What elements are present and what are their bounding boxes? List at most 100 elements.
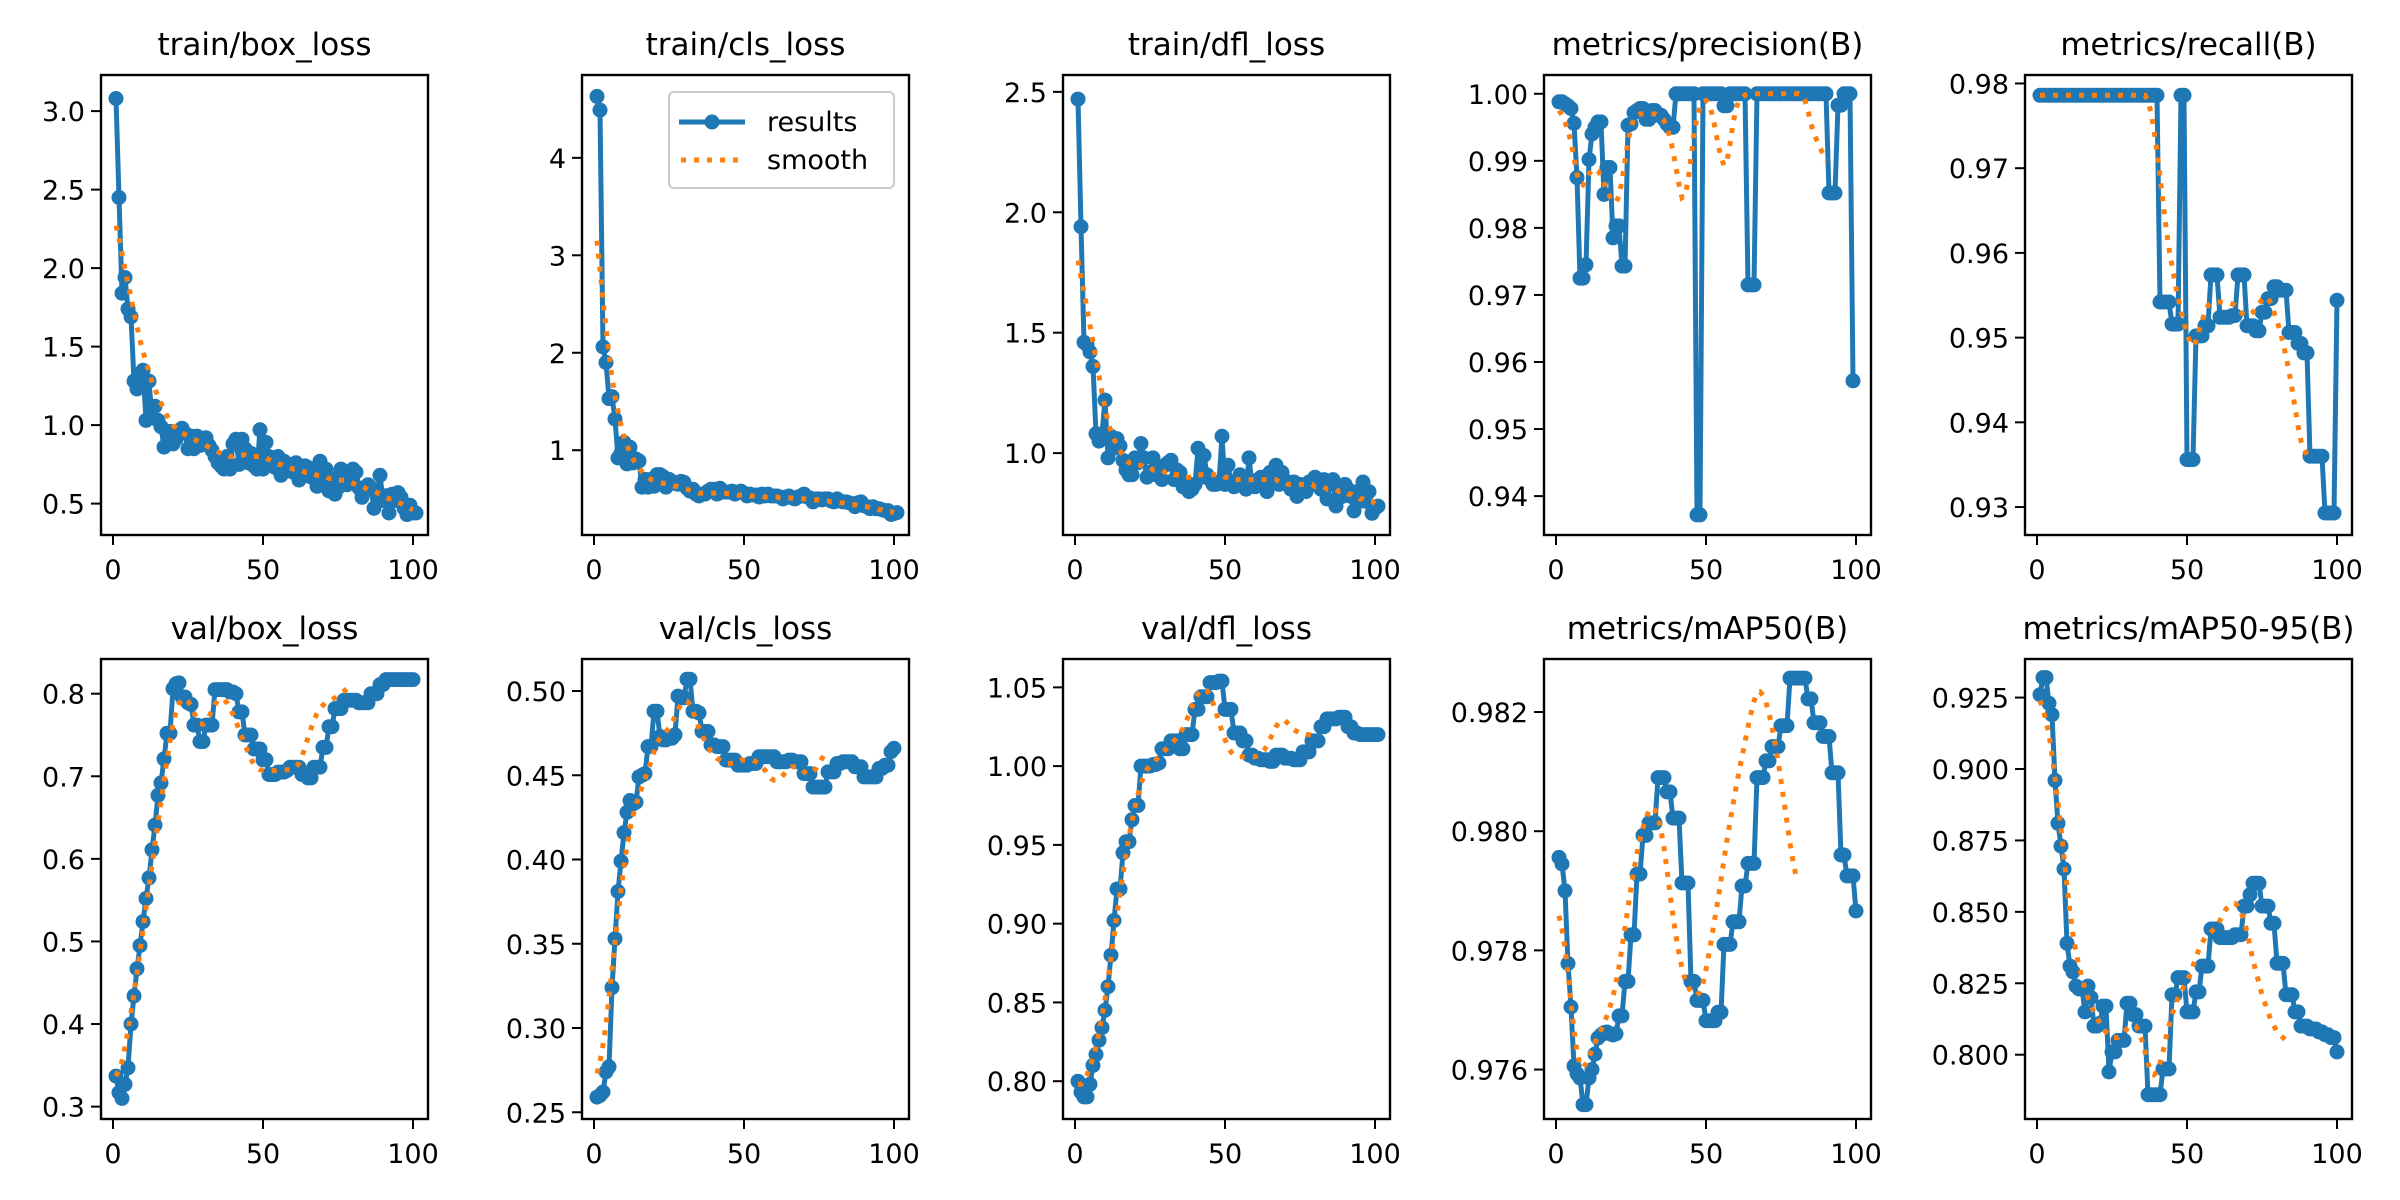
y-tick-label: 2 [549, 339, 566, 370]
y-tick-label: 4 [549, 144, 566, 175]
x-tick-label: 0 [2028, 1139, 2045, 1170]
axes-frame [1061, 73, 1392, 537]
data-point-results [2299, 345, 2315, 361]
data-point-results [1722, 936, 1738, 952]
data-point-results [1238, 733, 1254, 749]
x-tick-label: 0 [1547, 1139, 1564, 1170]
plot-area [108, 672, 421, 1106]
data-point-results [2098, 998, 2114, 1014]
subplot-metrics-map50-b: metrics/mAP50(B) 0 50 100 0.976 0.978 0.980 0.9… [1451, 611, 1882, 1170]
data-point-results [381, 505, 397, 521]
series-line-smooth [594, 240, 895, 515]
series-line-results [595, 676, 896, 1100]
legend-label-results: results [767, 107, 857, 138]
data-point-results [2083, 990, 2099, 1006]
data-point-results [1130, 798, 1146, 813]
x-tick-label: 50 [2170, 1139, 2204, 1170]
x-tick-label: 50 [1208, 1139, 1242, 1170]
data-point-results [1737, 878, 1753, 894]
data-point-results [1145, 450, 1161, 466]
x-tick-label: 0 [1547, 555, 1564, 586]
x-tick-label: 100 [387, 1139, 439, 1170]
data-point-results [2251, 323, 2267, 339]
plot-area [589, 671, 902, 1105]
data-point-results [1578, 1097, 1594, 1113]
subplot-title: train/dfl_loss [1128, 27, 1325, 63]
x-tick-label: 100 [387, 555, 439, 586]
axes-frame [580, 657, 911, 1121]
data-point-results [1686, 973, 1702, 989]
data-point-results [258, 752, 274, 768]
y-tick-label: 3 [549, 241, 566, 272]
x-tick-label: 100 [1349, 555, 1401, 586]
y-tick-label: 1.00 [1468, 80, 1528, 111]
data-point-results [195, 734, 211, 750]
x-tick-label: 100 [1349, 1139, 1401, 1170]
data-point-results [1124, 467, 1140, 483]
axes-frame [2023, 657, 2354, 1121]
data-point-results [2185, 1004, 2201, 1020]
x-tick-label: 50 [1689, 1139, 1723, 1170]
data-point-results [2041, 695, 2057, 711]
y-tick-label: 0.925 [1932, 684, 2009, 715]
data-point-results [793, 754, 809, 770]
subplot-metrics-recall-b: metrics/recall(B) 0 50 100 0.93 0.94 0.95 0.96 0… [1949, 27, 2363, 586]
data-point-results [1647, 815, 1663, 831]
data-point-results [1611, 218, 1627, 234]
y-tick-label: 0.96 [1468, 348, 1528, 379]
plot-area [1070, 673, 1386, 1105]
data-point-results [1632, 866, 1648, 882]
subplot-train-cls-loss: train/cls_loss 0 50 100 1 2 3 4 results smooth [549, 27, 920, 586]
x-tick-label: 0 [104, 1139, 121, 1170]
data-point-results [589, 88, 605, 104]
x-tick-label: 50 [2170, 555, 2204, 586]
data-point-results [114, 1090, 130, 1106]
data-point-results [318, 739, 334, 755]
data-point-results [1196, 448, 1212, 463]
data-point-results [2266, 915, 2282, 931]
legend-box [668, 91, 895, 189]
data-point-results [2116, 1032, 2132, 1048]
data-point-results [1779, 718, 1795, 734]
data-point-results [372, 467, 388, 483]
data-point-results [324, 719, 340, 735]
x-tick-label: 50 [1689, 555, 1723, 586]
x-tick-label: 0 [1066, 1139, 1083, 1170]
data-point-results [1133, 436, 1149, 451]
data-point-results [2236, 267, 2252, 283]
data-point-results [2044, 707, 2060, 723]
data-point-results [1818, 86, 1834, 102]
subplot-title: val/cls_loss [659, 611, 833, 647]
data-point-results [1812, 715, 1828, 731]
y-tick-label: 0.6 [42, 845, 85, 876]
subplot-metrics-map50-95-b: metrics/mAP50-95(B) 0 50 100 0.800 0.825 0.850… [1932, 611, 2363, 1170]
data-point-results [2128, 1007, 2144, 1023]
y-tick-label: 1.0 [42, 411, 85, 442]
x-tick-label: 0 [585, 555, 602, 586]
x-tick-label: 0 [585, 1139, 602, 1170]
data-point-results [2227, 308, 2243, 324]
data-point-results [2161, 294, 2177, 310]
x-tick-label: 50 [727, 555, 761, 586]
data-point-results [2107, 1044, 2123, 1060]
x-tick-label: 100 [868, 555, 920, 586]
plot-area [2032, 87, 2345, 521]
y-tick-label: 2.5 [42, 176, 85, 207]
y-tick-label: 0.4 [42, 1010, 85, 1041]
x-tick-label: 100 [1830, 1139, 1882, 1170]
data-point-results [1560, 956, 1576, 971]
axes-frame [580, 73, 911, 537]
subplot-val-dfl-loss: val/dfl_loss 0 50 100 0.80 0.85 0.90 0.95 1.00 1.… [987, 611, 1401, 1170]
data-point-results [204, 717, 220, 733]
data-point-results [1842, 86, 1858, 102]
data-point-results [2161, 1061, 2177, 1077]
data-point-results [2242, 887, 2258, 903]
y-tick-label: 0.97 [1468, 281, 1528, 312]
y-tick-label: 0.98 [1468, 214, 1528, 245]
data-point-results [348, 464, 364, 480]
x-tick-label: 50 [727, 1139, 761, 1170]
y-tick-label: 1.5 [42, 333, 85, 364]
y-tick-label: 0.97 [1949, 154, 2009, 185]
data-point-results [1605, 230, 1621, 246]
data-point-results [1731, 914, 1747, 930]
